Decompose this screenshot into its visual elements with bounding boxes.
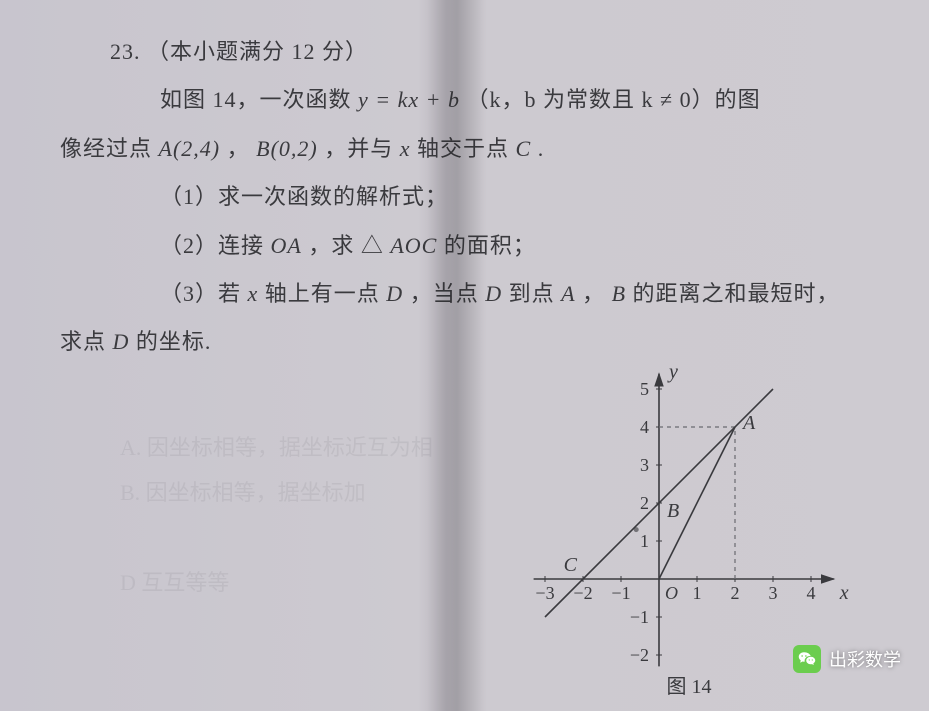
figure-14: −3−2−1123412345−1−2xyOABC 图 14 bbox=[509, 301, 869, 701]
t: ，并与 bbox=[324, 136, 400, 161]
point-b: B(0,2) bbox=[256, 136, 318, 161]
svg-text:4: 4 bbox=[640, 417, 649, 437]
ghost-text: A. 因坐标相等，据坐标近互为相 bbox=[120, 430, 433, 462]
t: ， bbox=[227, 136, 250, 161]
intro-line-2: 像经过点 A(2,4) ， B(0,2) ，并与 x 轴交于点 C . bbox=[60, 125, 889, 173]
t: 像经过点 bbox=[60, 136, 159, 161]
figure-caption: 图 14 bbox=[509, 670, 869, 699]
t: 轴上有一点 bbox=[265, 281, 387, 306]
svg-text:−1: −1 bbox=[630, 607, 649, 627]
t: ，当点 bbox=[410, 281, 486, 306]
t: 轴交于点 bbox=[417, 136, 509, 161]
x-var: x bbox=[400, 136, 411, 161]
watermark: 出彩数学 bbox=[793, 645, 901, 673]
svg-text:B: B bbox=[667, 500, 679, 522]
t: （3）若 bbox=[160, 281, 248, 306]
t: 的面积； bbox=[444, 233, 536, 258]
point-c: C bbox=[516, 136, 532, 161]
t: 求点 bbox=[60, 329, 113, 354]
t: （2）连接 bbox=[160, 233, 271, 258]
svg-text:5: 5 bbox=[640, 379, 649, 399]
svg-text:3: 3 bbox=[640, 455, 649, 475]
coordinate-plane: −3−2−1123412345−1−2xyOABC bbox=[509, 301, 869, 671]
q1-text: （1）求一次函数的解析式； bbox=[160, 184, 448, 209]
svg-text:O: O bbox=[665, 583, 678, 603]
pt-d: D bbox=[386, 281, 403, 306]
seg-oa: OA bbox=[271, 233, 302, 258]
watermark-text: 出彩数学 bbox=[829, 646, 901, 672]
intro-equation: y = kx + b bbox=[358, 87, 460, 112]
tri-aoc: AOC bbox=[390, 233, 437, 258]
svg-text:y: y bbox=[667, 361, 678, 383]
wechat-icon bbox=[793, 645, 821, 673]
x-var: x bbox=[248, 281, 259, 306]
pt-d: D bbox=[113, 329, 130, 354]
problem-number: 23. bbox=[110, 39, 141, 64]
svg-text:−2: −2 bbox=[630, 645, 649, 665]
points: （本小题满分 12 分） bbox=[147, 39, 368, 64]
svg-text:x: x bbox=[839, 582, 849, 604]
svg-text:C: C bbox=[564, 554, 578, 576]
ghost-text: B. 因坐标相等，据坐标加 bbox=[120, 475, 366, 507]
svg-text:1: 1 bbox=[693, 583, 702, 603]
svg-text:A: A bbox=[741, 412, 756, 434]
svg-text:4: 4 bbox=[807, 583, 816, 603]
pt-d: D bbox=[485, 281, 502, 306]
svg-text:−3: −3 bbox=[535, 583, 554, 603]
svg-text:2: 2 bbox=[640, 493, 649, 513]
svg-text:−1: −1 bbox=[611, 583, 630, 603]
svg-text:3: 3 bbox=[769, 583, 778, 603]
question-2: （2）连接 OA ，求 △ AOC 的面积； bbox=[60, 222, 889, 270]
t: . bbox=[538, 136, 545, 161]
intro-parenthetical: （k，b 为常数且 k ≠ 0）的图 bbox=[467, 87, 761, 112]
svg-text:2: 2 bbox=[731, 583, 740, 603]
t: 的坐标. bbox=[136, 329, 212, 354]
intro-line-1: 如图 14，一次函数 y = kx + b （k，b 为常数且 k ≠ 0）的图 bbox=[60, 76, 889, 124]
ghost-text: D 互互等等 bbox=[120, 565, 229, 597]
heading: 23. （本小题满分 12 分） bbox=[60, 28, 889, 76]
point-a: A(2,4) bbox=[159, 136, 221, 161]
svg-text:1: 1 bbox=[640, 531, 649, 551]
question-1: （1）求一次函数的解析式； bbox=[60, 173, 889, 221]
intro-prefix: 如图 14，一次函数 bbox=[160, 87, 358, 112]
t: ，求 △ bbox=[308, 233, 384, 258]
